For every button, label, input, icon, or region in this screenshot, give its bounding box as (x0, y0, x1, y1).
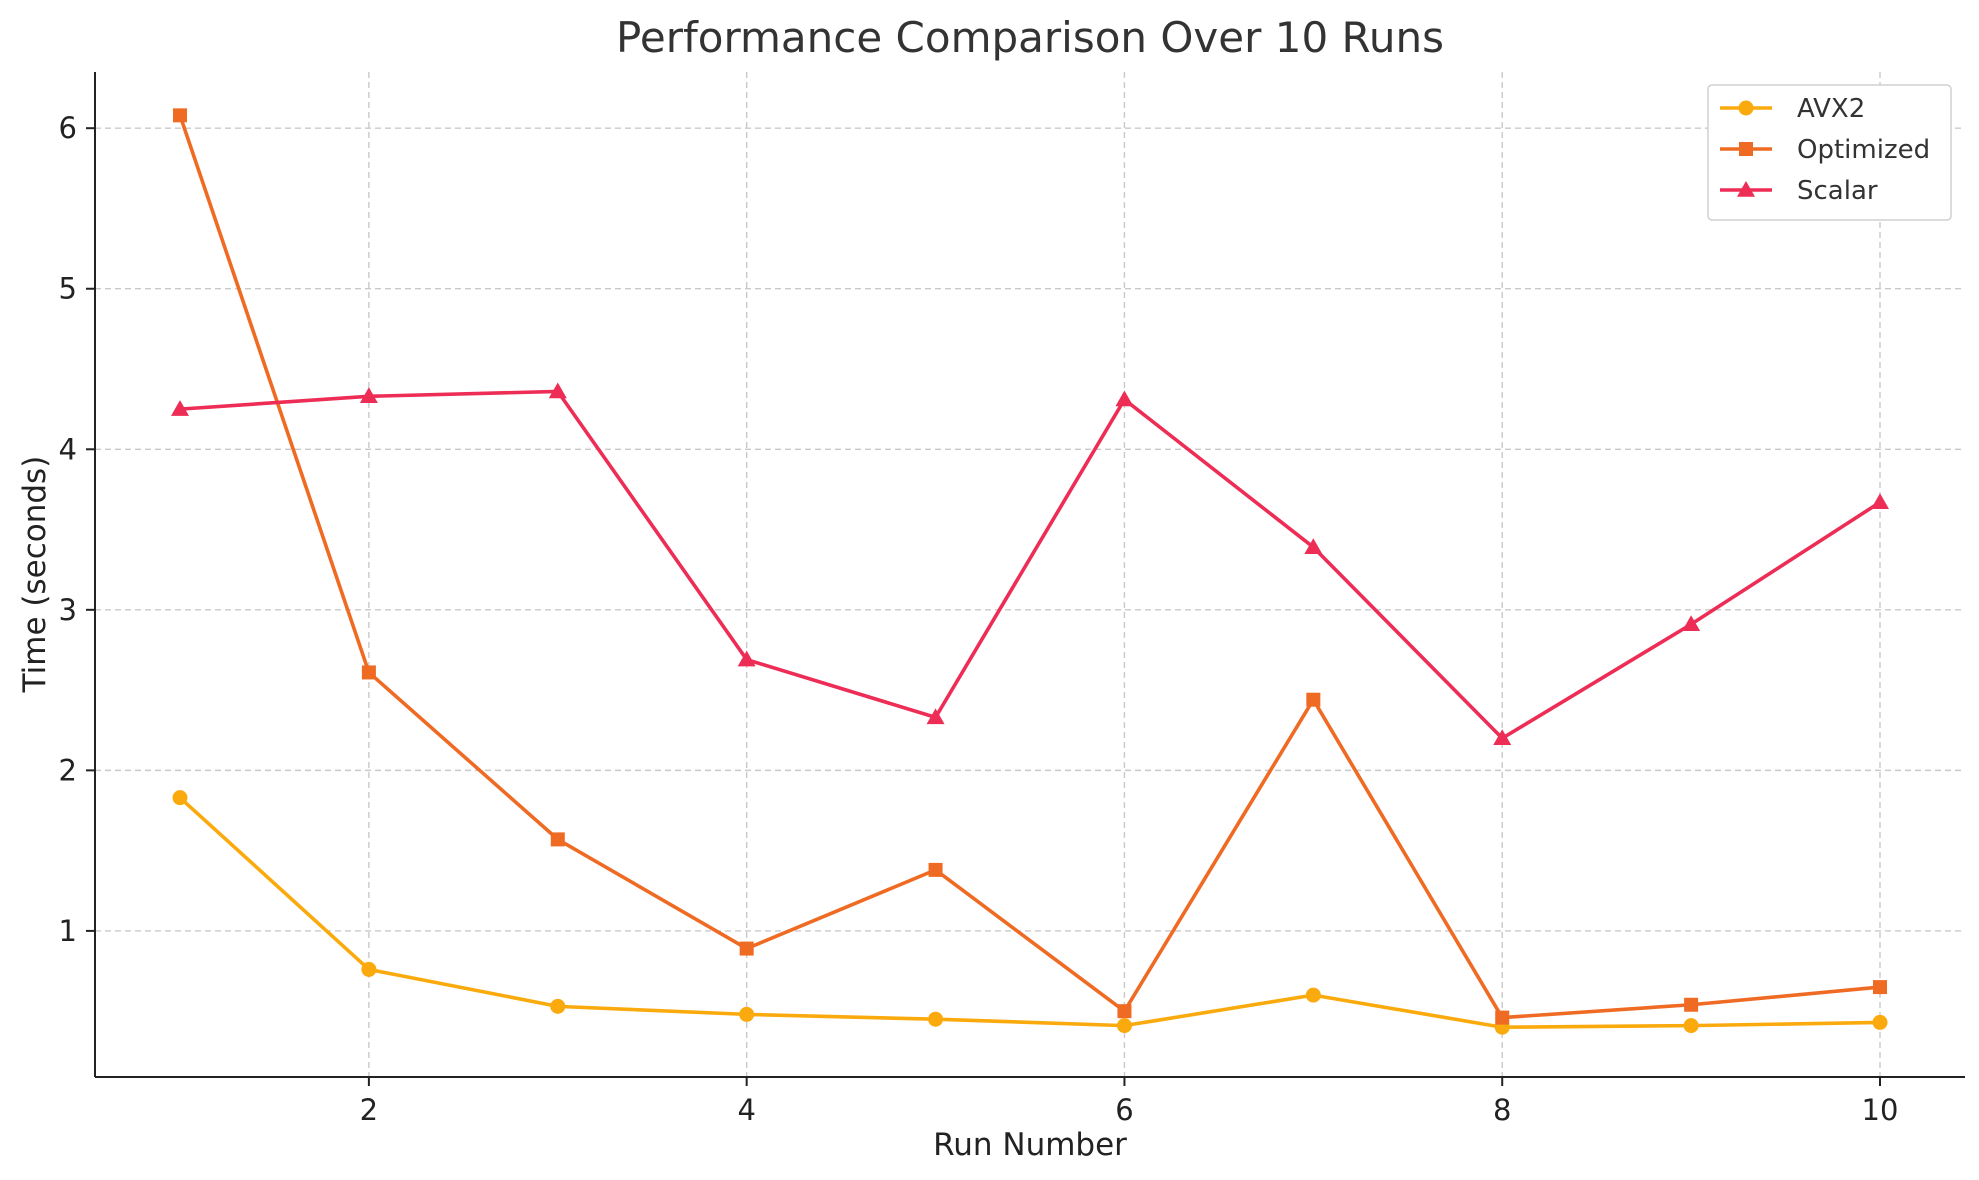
series (171, 108, 1889, 1035)
legend-item-scalar: Scalar (1720, 176, 1878, 206)
data-point-optimized (1495, 1010, 1510, 1025)
data-point-scalar (548, 382, 567, 399)
y-axis-label: Time (seconds) (17, 456, 53, 694)
x-tick-label: 8 (1493, 1093, 1511, 1127)
y-tick-label: 2 (59, 753, 77, 787)
series-line-avx2 (178, 796, 1881, 1030)
data-point-avx2 (361, 961, 377, 977)
data-point-scalar (171, 400, 189, 416)
legend-items: AVX2 Optimized Scalar (1720, 94, 1930, 206)
data-point-scalar (1304, 538, 1323, 554)
x-tick-label: 2 (360, 1093, 378, 1127)
x-tick-label: 4 (737, 1093, 755, 1127)
legend-label-avx2: AVX2 (1797, 94, 1865, 124)
data-point-optimized (1117, 1004, 1132, 1019)
series-avx2 (172, 790, 1888, 1035)
data-point-avx2 (928, 1011, 944, 1027)
data-point-optimized (361, 665, 376, 680)
data-point-optimized (550, 832, 565, 847)
data-point-optimized (928, 862, 943, 877)
legend: AVX2 Optimized Scalar (1707, 84, 1952, 221)
data-point-optimized (1873, 980, 1887, 995)
axes (94, 72, 1965, 1078)
data-point-scalar (1682, 615, 1701, 632)
data-point-scalar (737, 650, 756, 667)
series-line-scalar (179, 389, 1881, 741)
series-scalar (171, 382, 1889, 746)
y-tick-label: 5 (59, 272, 77, 306)
legend-label-optimized: Optimized (1797, 135, 1930, 165)
legend-item-optimized: Optimized (1720, 135, 1930, 165)
y-tick-label: 1 (59, 914, 77, 948)
data-point-avx2 (1305, 987, 1321, 1003)
chart-title: Performance Comparison Over 10 Runs (616, 13, 1444, 62)
grid (95, 72, 1965, 1077)
data-point-optimized (1684, 997, 1699, 1012)
y-ticks: 1 2 3 4 5 6 (59, 111, 95, 948)
data-point-scalar (1493, 729, 1512, 746)
data-point-avx2 (1683, 1018, 1699, 1034)
y-tick-label: 3 (59, 593, 77, 627)
x-tick-label: 10 (1862, 1093, 1899, 1127)
data-point-optimized (739, 941, 754, 956)
legend-box (1707, 84, 1952, 221)
data-point-optimized (173, 108, 187, 123)
data-point-scalar (1115, 390, 1134, 407)
legend-item-avx2: AVX2 (1720, 94, 1865, 124)
data-point-avx2 (1116, 1018, 1132, 1034)
data-point-optimized (1306, 692, 1321, 707)
data-point-avx2 (739, 1006, 755, 1022)
data-point-avx2 (1872, 1014, 1888, 1030)
data-point-scalar (359, 387, 378, 404)
legend-marker-scalar (1737, 181, 1755, 197)
y-tick-label: 4 (59, 432, 77, 466)
legend-marker-avx2 (1738, 100, 1754, 116)
y-tick-label: 6 (59, 111, 77, 145)
x-tick-label: 6 (1115, 1093, 1133, 1127)
data-point-avx2 (550, 998, 566, 1014)
data-point-avx2 (172, 790, 188, 806)
data-point-scalar (926, 708, 945, 725)
legend-marker-optimized (1739, 142, 1753, 156)
legend-label-scalar: Scalar (1797, 176, 1878, 206)
data-point-scalar (1871, 493, 1889, 510)
series-line-optimized (178, 114, 1881, 1020)
x-ticks: 2 4 6 8 10 (360, 1077, 1899, 1127)
x-axis-label: Run Number (933, 1127, 1127, 1163)
series-optimized (173, 108, 1887, 1025)
